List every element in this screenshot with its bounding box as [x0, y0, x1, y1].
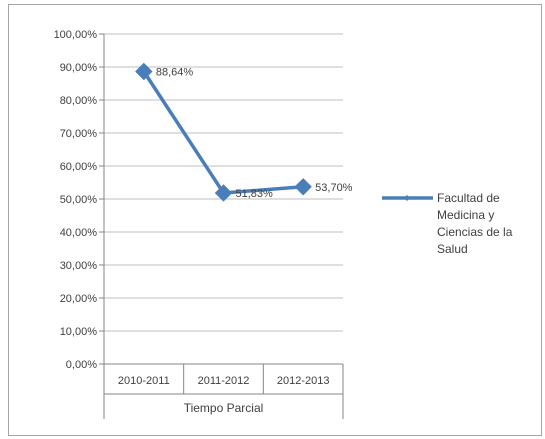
x-axis: 2010-2011 2011-2012 2012-2013 — [103, 363, 344, 419]
legend-label: Salud — [437, 242, 468, 256]
legend-marker — [404, 195, 410, 201]
data-label: 53,70% — [315, 182, 353, 194]
line-chart: 0,00% 10,00% 20,00% 30,00% 40,00% 50,00% 60,00… — [54, 29, 513, 419]
legend-label: Ciencias de la — [437, 225, 513, 239]
y-tick-label: 80,00% — [60, 95, 98, 107]
y-tick-label: 30,00% — [60, 260, 98, 272]
data-label: 51,83% — [236, 188, 274, 200]
data-point-marker — [214, 184, 233, 202]
data-labels: 88,64% 51,83% 53,70% — [156, 66, 353, 199]
data-label: 88,64% — [156, 66, 194, 78]
chart-area: 0,00% 10,00% 20,00% 30,00% 40,00% 50,00% 60,00… — [8, 4, 542, 436]
x-tick-label: 2010-2011 — [118, 375, 170, 387]
x-tick-label: 2012-2013 — [277, 375, 330, 387]
y-tick-label: 10,00% — [60, 326, 98, 338]
x-tick-label: 2011-2012 — [198, 375, 250, 387]
series-line — [142, 70, 304, 195]
y-tick-label: 40,00% — [60, 227, 98, 239]
data-point-marker — [294, 178, 312, 196]
data-point-marker — [135, 62, 153, 81]
legend-label: Medicina y — [437, 208, 494, 222]
data-series — [135, 62, 312, 202]
y-axis-ticks: 0,00% 10,00% 20,00% 30,00% 40,00% 50,00% 60,00… — [54, 29, 98, 371]
y-tick-label: 100,00% — [54, 29, 98, 41]
y-tick-label: 70,00% — [60, 128, 98, 140]
y-tick-label: 50,00% — [60, 194, 98, 206]
x-axis-title: Tiempo Parcial — [184, 401, 264, 415]
y-tick-label: 90,00% — [60, 62, 98, 74]
legend-label: Facultad de — [437, 191, 500, 205]
y-tick-label: 0,00% — [66, 359, 97, 371]
y-tick-label: 20,00% — [60, 293, 98, 305]
legend: Facultad de Medicina y Ciencias de la Salud — [382, 191, 513, 256]
y-tick-label: 60,00% — [60, 161, 98, 173]
